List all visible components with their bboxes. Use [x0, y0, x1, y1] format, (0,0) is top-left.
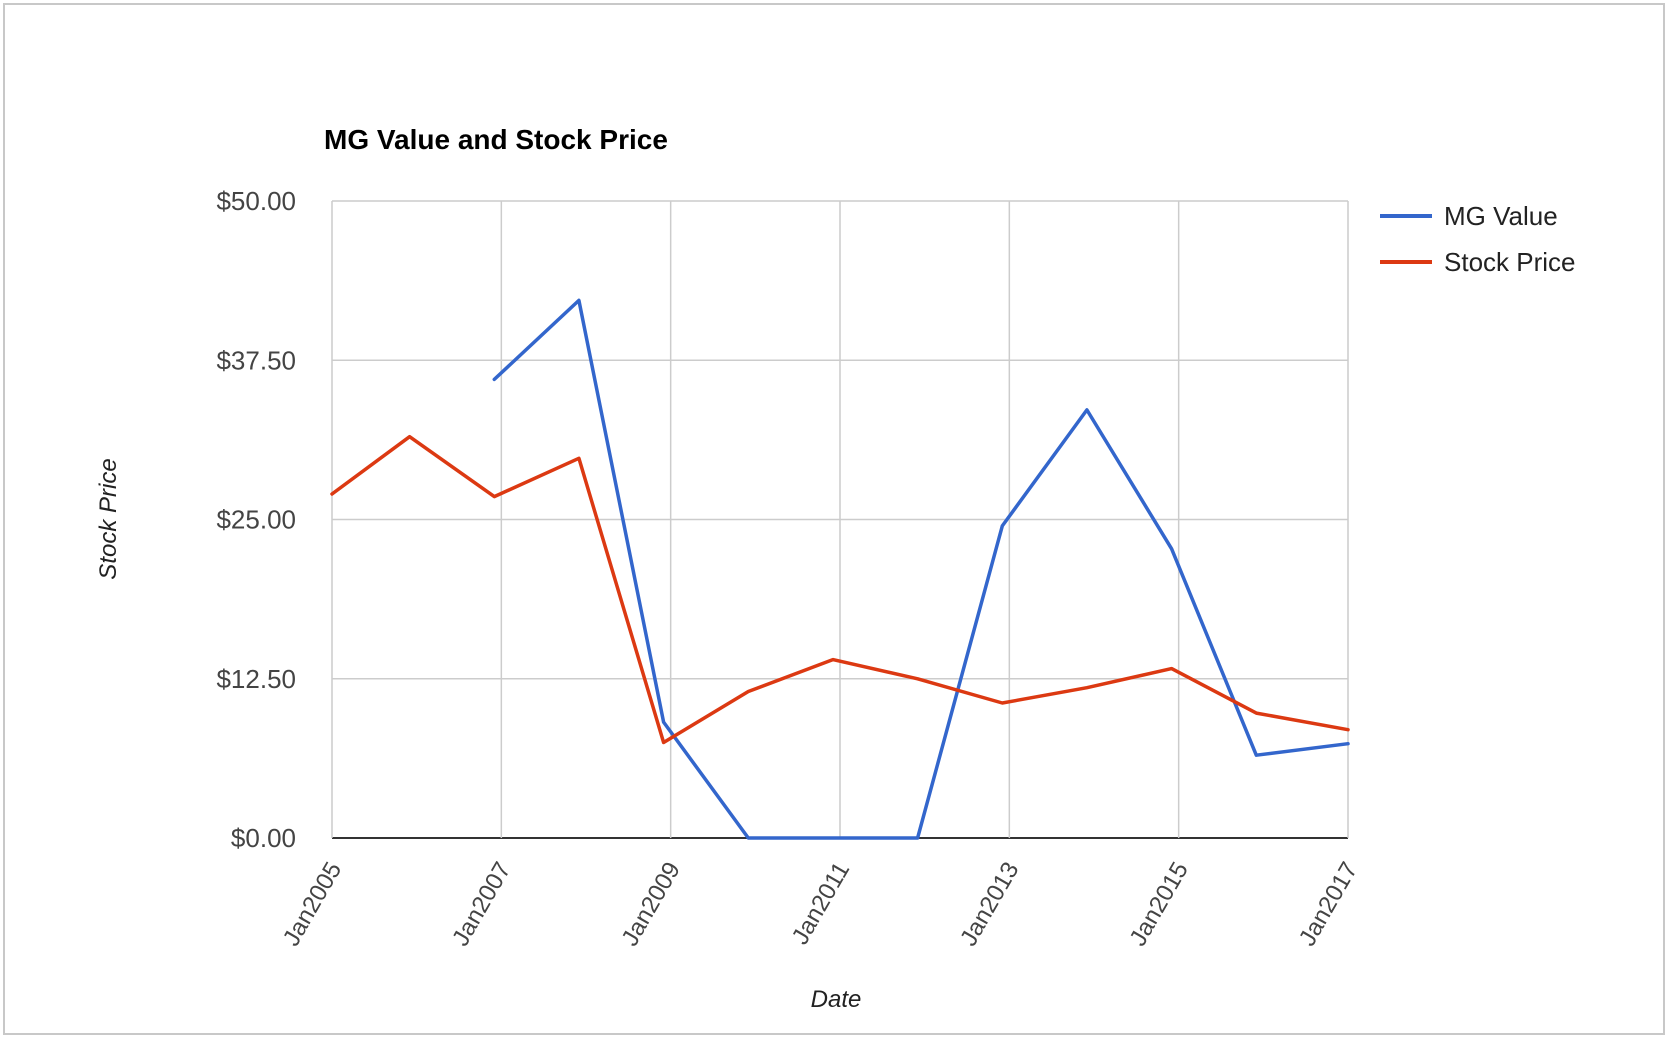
- series-line-stock-price: [330, 434, 1350, 745]
- legend: MG Value Stock Price: [1380, 201, 1576, 277]
- y-tick-label: $12.50: [216, 664, 296, 694]
- y-tick-label: $0.00: [231, 823, 296, 853]
- x-axis-label: Date: [811, 986, 862, 1013]
- legend-label-mg-value: MG Value: [1444, 201, 1558, 231]
- y-axis-label: Stock Price: [95, 458, 122, 579]
- y-tick-label: $50.00: [216, 186, 296, 216]
- series-layer: [330, 298, 1350, 840]
- y-tick-label: $25.00: [216, 505, 296, 535]
- legend-label-stock-price: Stock Price: [1444, 247, 1576, 277]
- y-axis-tick-labels: $0.00 $12.50 $25.00 $37.50 $50.00: [216, 186, 296, 853]
- chart-title: MG Value and Stock Price: [324, 124, 668, 155]
- gridlines: [331, 200, 1349, 839]
- series-line-mg-value: [492, 298, 1350, 840]
- y-tick-label: $37.50: [216, 345, 296, 375]
